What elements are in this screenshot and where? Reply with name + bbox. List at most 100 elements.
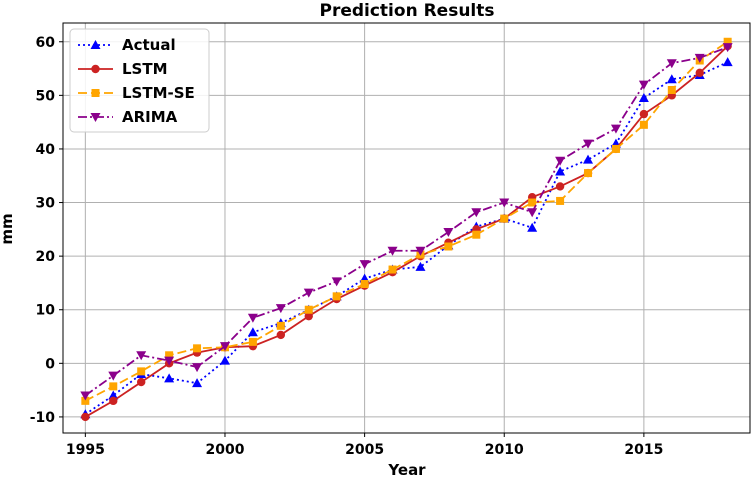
plot-frame [62, 22, 751, 434]
data-point-lstm-se [360, 280, 369, 289]
chart-title: Prediction Results [319, 1, 494, 21]
data-point-lstm-se [500, 214, 509, 223]
data-point-lstm [695, 68, 704, 78]
data-point-actual [722, 57, 733, 67]
y-axis-label: mm [0, 213, 16, 244]
data-point-lstm-se [165, 351, 174, 360]
data-point-lstm-se [723, 37, 732, 46]
x-tick-label: 2000 [205, 442, 244, 458]
data-point-lstm-se [137, 367, 146, 376]
data-point-lstm [555, 182, 565, 191]
data-point-actual [527, 222, 538, 232]
y-tick-label: 40 [36, 142, 56, 158]
data-point-arima [387, 246, 398, 256]
legend-marker-lstm-se [91, 89, 100, 97]
data-point-lstm-se [611, 144, 620, 153]
legend-label-arima: ARIMA [122, 108, 178, 126]
data-point-arima [499, 198, 510, 208]
legend-label-lstm-se: LSTM-SE [122, 84, 195, 102]
data-point-actual [108, 390, 119, 400]
x-axis-label: Year [387, 461, 426, 477]
y-tick-label: 0 [45, 356, 55, 372]
series-layer [80, 37, 733, 422]
data-point-actual [164, 373, 175, 383]
y-tick-label: -10 [30, 410, 56, 426]
data-point-arima [415, 246, 426, 256]
data-point-lstm-se [528, 198, 537, 207]
data-point-actual [583, 154, 594, 164]
data-point-lstm-se [472, 230, 481, 239]
data-point-arima [108, 371, 119, 381]
data-point-arima [583, 139, 594, 149]
data-point-actual [555, 166, 566, 176]
data-point-lstm-se [304, 305, 313, 314]
data-point-lstm-se [332, 292, 341, 301]
y-tick-label: 30 [36, 196, 56, 212]
x-tick-label: 2005 [345, 442, 384, 458]
data-point-actual [247, 327, 258, 337]
data-point-actual [638, 93, 649, 103]
data-point-arima [164, 356, 175, 366]
data-point-lstm-se [556, 196, 565, 205]
data-point-arima [694, 53, 705, 63]
data-point-arima [471, 208, 482, 218]
data-point-lstm-se [276, 321, 285, 330]
data-point-actual [666, 74, 677, 84]
data-point-arima [555, 156, 566, 166]
data-point-lstm-se [248, 337, 257, 346]
y-tick-label: 60 [36, 35, 56, 51]
data-point-lstm [639, 109, 649, 119]
data-point-actual [192, 378, 203, 388]
data-point-arima [638, 80, 649, 90]
x-tick-label: 1995 [66, 442, 105, 458]
data-point-arima [303, 288, 314, 298]
legend-marker-actual [90, 40, 101, 49]
data-point-lstm-se [639, 120, 648, 129]
data-point-actual [415, 261, 426, 271]
data-point-arima [722, 43, 733, 53]
data-point-lstm-se [388, 265, 397, 274]
series-line-lstm-se [84, 41, 729, 402]
series-arima [80, 43, 733, 401]
data-point-arima [666, 59, 677, 69]
data-point-arima [359, 260, 370, 270]
legend-marker-arima [90, 113, 101, 122]
series-line-lstm [84, 45, 729, 418]
series-line-actual [84, 61, 729, 415]
data-point-lstm-se [109, 382, 118, 391]
legend-label-actual: Actual [122, 36, 176, 54]
x-tick-label: 2015 [624, 442, 663, 458]
legend: Actual LSTM LSTM-SE ARIMA [69, 28, 210, 133]
data-point-lstm-se [584, 169, 593, 178]
x-tick-label: 2010 [485, 442, 524, 458]
data-point-arima [136, 351, 147, 361]
y-tick-label: 10 [36, 303, 56, 319]
data-point-lstm [304, 311, 313, 321]
data-point-actual [219, 355, 230, 365]
data-point-lstm [136, 377, 146, 387]
data-point-lstm-se [444, 242, 453, 251]
y-tick-label: 20 [36, 249, 56, 265]
data-point-arima [80, 391, 91, 401]
data-point-lstm [276, 330, 286, 340]
legend-label-lstm: LSTM [122, 60, 168, 78]
data-point-arima [610, 124, 621, 134]
data-point-lstm-se [667, 85, 676, 94]
legend-marker-lstm [91, 64, 100, 74]
data-point-lstm-se [193, 344, 202, 353]
data-point-arima [275, 304, 286, 314]
data-point-lstm [109, 396, 118, 406]
data-point-arima [219, 342, 230, 352]
legend-box [69, 28, 210, 133]
data-point-arima [527, 208, 538, 218]
axis-ticks: 1995 2000 2005 2010 2015 -10 0 10 20 30 40 50 60 [30, 35, 664, 458]
data-point-lstm [81, 412, 90, 422]
data-point-arima [247, 313, 258, 323]
y-tick-label: 50 [36, 88, 56, 104]
data-point-arima [192, 363, 203, 373]
series-line-arima [84, 46, 728, 397]
data-point-arima [331, 277, 342, 287]
data-point-arima [443, 228, 454, 238]
data-point-lstm-se [81, 396, 90, 405]
